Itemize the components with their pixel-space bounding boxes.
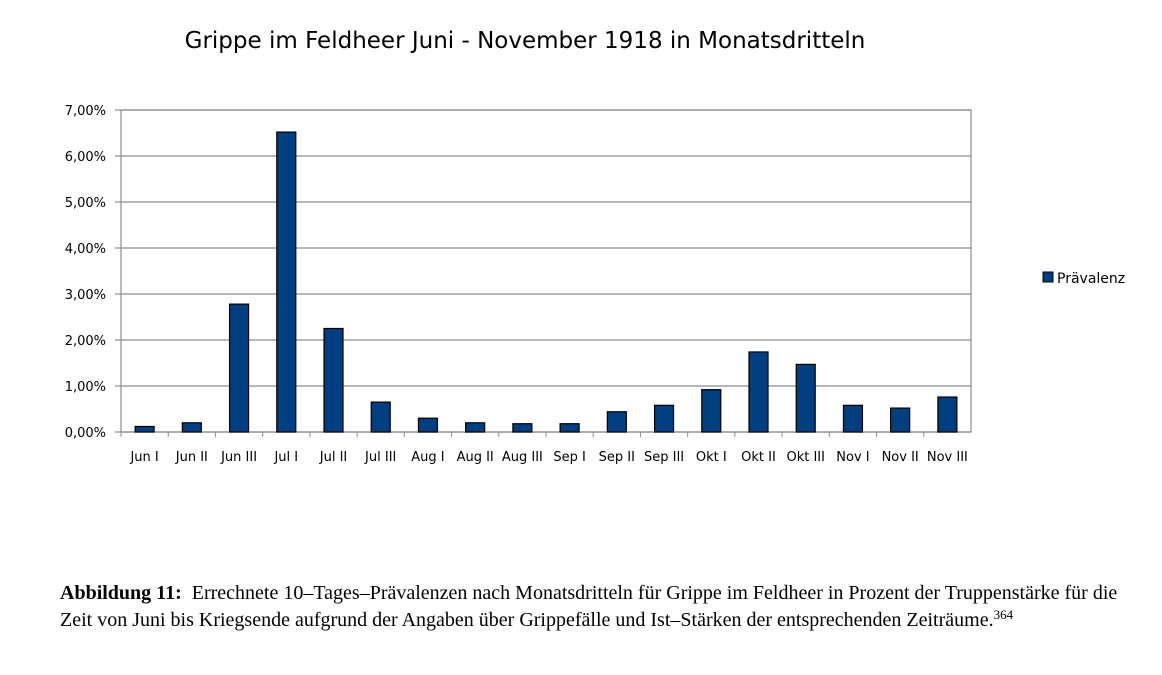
bar <box>937 396 958 433</box>
bars <box>134 131 958 433</box>
x-tick-label: Jun II <box>175 450 208 465</box>
bar <box>606 411 627 433</box>
bar <box>417 417 439 433</box>
x-tick-label: Sep III <box>644 450 684 465</box>
x-tick-label: Jun I <box>129 450 158 465</box>
x-tick-label: Jul I <box>273 450 298 465</box>
figure-caption: Abbildung 11: Errechnete 10–Tages–Präval… <box>60 580 1120 634</box>
bar <box>134 425 155 433</box>
y-tick-label: 1,00% <box>65 380 106 395</box>
x-tick-label: Aug III <box>502 450 543 465</box>
y-tick-label: 0,00% <box>65 426 106 441</box>
legend-label: Prävalenz <box>1057 271 1125 287</box>
bar <box>559 423 580 433</box>
x-tick-label: Aug I <box>411 450 444 465</box>
legend: Prävalenz <box>1042 271 1125 287</box>
y-tick-label: 3,00% <box>65 288 106 303</box>
x-tick-label: Nov III <box>927 450 968 465</box>
x-tick-label: Sep II <box>599 450 635 465</box>
bar <box>512 423 533 433</box>
bar <box>181 422 202 433</box>
y-tick-label: 4,00% <box>65 242 106 257</box>
bar <box>653 404 675 433</box>
x-tick-label: Aug II <box>457 450 494 465</box>
x-tick-label: Sep I <box>553 450 585 465</box>
bar <box>701 389 722 433</box>
bar <box>370 401 391 433</box>
gridlines <box>115 109 972 437</box>
legend-swatch <box>1042 271 1054 283</box>
bar-chart: 0,00% 1,00% 2,00% 3,00% 4,00% 5,00% 6,00% 7,00%… <box>65 104 1125 465</box>
x-tick-label: Okt I <box>696 450 727 465</box>
y-tick-label: 6,00% <box>65 150 106 165</box>
x-tick-label: Okt III <box>786 450 825 465</box>
y-axis-ticks: 0,00% 1,00% 2,00% 3,00% 4,00% 5,00% 6,00% 7,00% <box>65 104 106 441</box>
bar <box>842 404 864 433</box>
bar <box>228 303 250 433</box>
x-tick-label: Jun III <box>220 450 257 465</box>
x-tick-label: Okt II <box>741 450 776 465</box>
caption-text: Errechnete 10–Tages–Prävalenzen nach Mon… <box>60 582 1118 631</box>
caption-lead: Abbildung 11: <box>60 582 182 604</box>
bar <box>748 351 769 433</box>
bar <box>465 422 486 433</box>
x-tick-label: Jul II <box>319 450 348 465</box>
bar <box>323 327 344 433</box>
y-tick-label: 7,00% <box>65 104 106 119</box>
x-tick-label: Nov II <box>882 450 919 465</box>
x-axis-ticks: Jun I Jun II Jun III Jul I Jul II Jul III Aug … <box>129 450 967 465</box>
y-tick-label: 5,00% <box>65 196 106 211</box>
bar <box>890 407 911 433</box>
bar <box>795 363 816 433</box>
x-tick-label: Jul III <box>364 450 396 465</box>
chart-title: Grippe im Feldheer Juni - November 1918 … <box>184 28 866 54</box>
bar <box>276 131 297 433</box>
footnote-marker: 364 <box>993 607 1014 622</box>
y-tick-label: 2,00% <box>65 334 106 349</box>
x-tick-label: Nov I <box>836 450 869 465</box>
